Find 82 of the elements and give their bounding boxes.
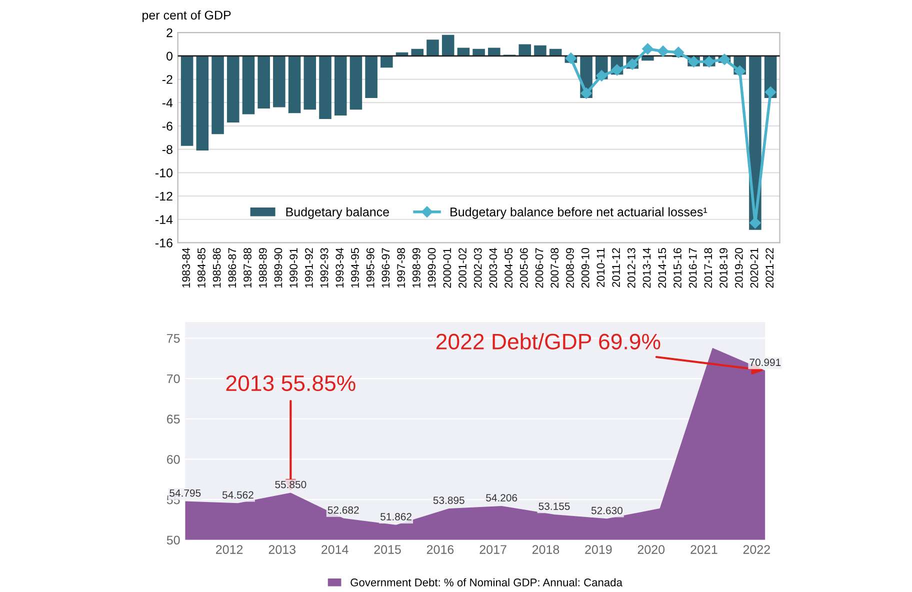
- x-tick-label: 2020: [638, 545, 665, 554]
- annotation: 2022 Debt/GDP 69.9%: [436, 333, 660, 350]
- x-tick-label: 2014: [322, 545, 348, 554]
- x-tick-label: 2002-03: [474, 248, 482, 288]
- x-tick-label: 1999-00: [428, 248, 436, 288]
- legend-label: Government Debt: % of Nominal GDP: Annual: Canada: [350, 578, 622, 586]
- x-tick-label: 2008-09: [566, 248, 574, 288]
- x-tick-label: 2017-18: [704, 248, 712, 288]
- y-axis-title: per cent of GDP: [142, 10, 231, 22]
- y-tick-label: -14: [155, 215, 173, 224]
- x-tick-label: 1985-86: [212, 248, 221, 288]
- x-tick-label: 2014-15: [658, 248, 666, 288]
- data-label: 53.895: [433, 496, 464, 504]
- x-tick-label: 2020-21: [750, 248, 758, 288]
- x-tick-label: 2013: [268, 545, 296, 554]
- x-tick-label: 2017: [480, 545, 506, 554]
- legend-label: Budgetary balance before net actuarial losses¹: [450, 207, 708, 219]
- x-tick-label: 1986-87: [228, 248, 236, 288]
- x-tick-label: 2018-19: [720, 248, 728, 288]
- x-tick-label: 2012-13: [627, 248, 636, 288]
- x-tick-label: 1992-93: [320, 248, 328, 288]
- annotation: 2013 55.85%: [226, 375, 356, 392]
- y-tick-label: 60: [167, 455, 180, 464]
- x-tick-label: 2006-07: [535, 248, 544, 288]
- y-tick-label: -10: [155, 168, 172, 178]
- y-tick-label: 65: [167, 414, 180, 424]
- y-tick-label: -2: [162, 75, 172, 84]
- x-tick-label: 2009-10: [581, 248, 590, 288]
- legend-label: Budgetary balance: [286, 207, 389, 219]
- x-tick-label: 2015: [374, 545, 401, 554]
- x-tick-label: 1997-98: [397, 248, 406, 288]
- x-tick-label: 1988-89: [258, 248, 267, 288]
- data-label: 52.630: [591, 506, 622, 514]
- x-tick-label: 2005-06: [520, 248, 528, 288]
- y-tick-label: 55: [166, 495, 180, 504]
- x-tick-label: 2010-11: [596, 248, 605, 287]
- x-tick-label: 2019: [585, 545, 612, 554]
- x-tick-label: 2003-04: [489, 248, 498, 288]
- y-tick-label: -4: [162, 98, 173, 108]
- x-tick-label: 1994-95: [351, 248, 359, 288]
- x-tick-label: 1995-96: [366, 248, 374, 288]
- y-tick-label: 50: [166, 536, 180, 545]
- data-label: 52.682: [328, 506, 359, 514]
- data-label: 53.155: [538, 502, 570, 510]
- x-tick-label: 2013-14: [642, 248, 651, 288]
- data-label: 55.850: [275, 480, 306, 488]
- y-tick-label: -12: [155, 192, 172, 201]
- x-tick-label: 2016-17: [688, 248, 697, 288]
- y-tick-label: -6: [162, 122, 172, 131]
- x-tick-label: 2022: [743, 545, 770, 554]
- x-tick-label: 2019-20: [734, 248, 743, 288]
- data-label: 54.795: [170, 489, 201, 497]
- x-tick-label: 1984-85: [198, 248, 206, 288]
- y-tick-label: -8: [162, 145, 172, 154]
- x-tick-label: 1998-99: [412, 248, 420, 288]
- x-tick-label: 2007-08: [550, 248, 559, 288]
- x-tick-label: 2021: [690, 545, 718, 554]
- data-label: 51.862: [380, 513, 412, 520]
- data-label: 54.206: [486, 494, 518, 502]
- y-tick-label: -16: [155, 238, 172, 248]
- y-tick-label: 0: [166, 52, 172, 61]
- y-tick-label: 75: [167, 334, 180, 343]
- x-tick-label: 2011-12: [612, 248, 620, 287]
- x-tick-label: 2021-22: [766, 248, 774, 288]
- x-tick-label: 2015-16: [674, 248, 682, 288]
- x-tick-label: 2012: [216, 545, 243, 554]
- x-tick-label: 1996-97: [382, 248, 390, 288]
- y-tick-label: 70: [167, 374, 180, 384]
- x-tick-label: 1983-84: [182, 248, 190, 288]
- x-tick-label: 2018: [532, 545, 560, 554]
- x-tick-label: 1987-88: [244, 248, 252, 288]
- data-label: 70.991: [750, 358, 781, 366]
- x-tick-label: 2000-01: [443, 248, 452, 288]
- x-tick-label: 1989-90: [274, 248, 282, 288]
- x-tick-label: 2016: [426, 545, 454, 554]
- y-tick-label: 2: [166, 28, 172, 38]
- data-label: 54.562: [222, 491, 254, 499]
- x-tick-label: 2004-05: [504, 248, 512, 288]
- x-tick-label: 1993-94: [336, 248, 344, 288]
- x-tick-label: 1990-91: [290, 248, 298, 288]
- x-tick-label: 1991-92: [305, 248, 313, 288]
- x-tick-label: 2001-02: [458, 248, 466, 288]
